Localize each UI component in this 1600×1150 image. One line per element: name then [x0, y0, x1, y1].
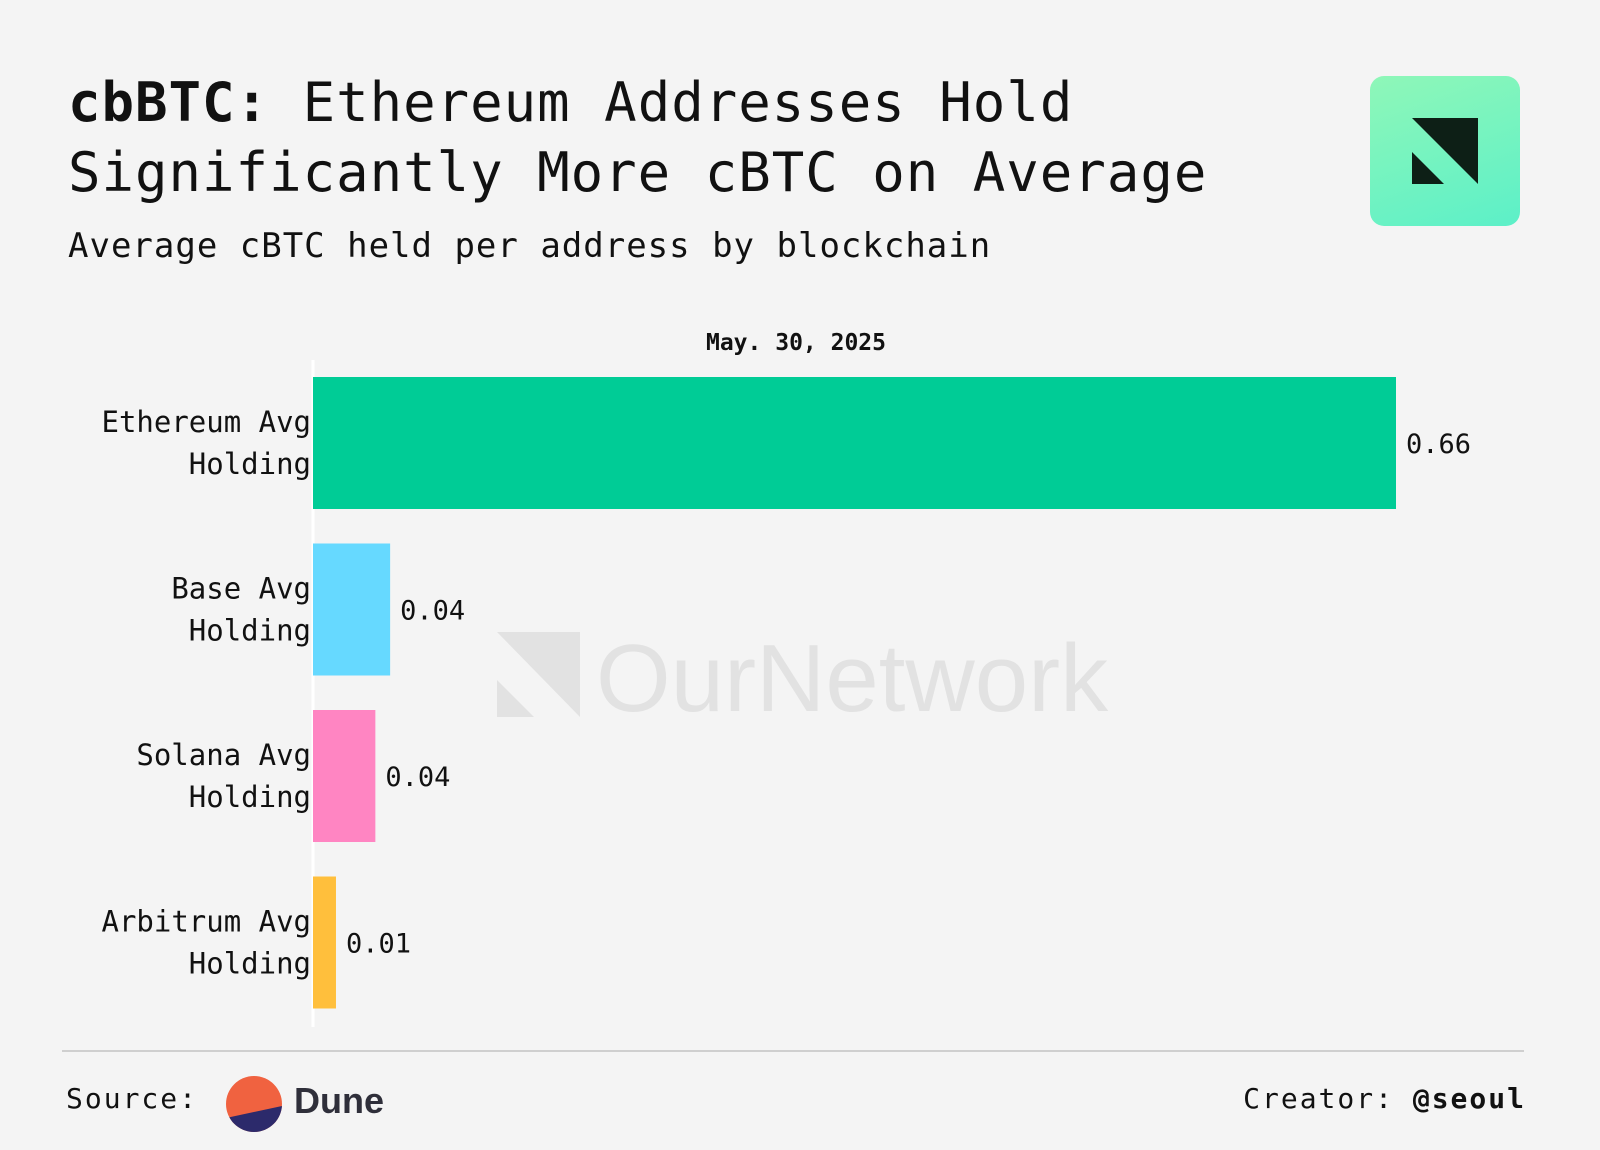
dune-wordmark: Dune — [294, 1080, 384, 1121]
category-label-1-line-0: Base Avg — [171, 572, 311, 606]
category-label-3-line-0: Arbitrum Avg — [101, 905, 311, 939]
footer-divider — [62, 1050, 1524, 1052]
category-label-0-line-0: Ethereum Avg — [101, 405, 311, 439]
chart-title: cbBTC: Ethereum Addresses Hold Significa… — [68, 68, 1328, 208]
category-label-1-line-1: Holding — [189, 614, 311, 648]
bar-0 — [313, 377, 1396, 509]
bar-value-label-0: 0.66 — [1406, 429, 1471, 460]
bar-chart: OurNetwork May. 30, 2025 0.66 Ethereum Av… — [101, 330, 1471, 1027]
watermark-text: OurNetwork — [596, 625, 1109, 732]
chart-date-label: May. 30, 2025 — [706, 330, 886, 356]
ournetwork-logo-icon — [1412, 118, 1478, 184]
dune-logo-icon — [226, 1076, 282, 1132]
chart-title-rest: Ethereum Addresses Hold Significantly Mo… — [68, 71, 1208, 204]
chart-subtitle: Average cBTC held per address by blockch… — [68, 226, 992, 266]
creator-handle: @seoul — [1412, 1082, 1526, 1115]
bar-2 — [313, 710, 376, 842]
bar-1 — [313, 543, 391, 676]
category-label-2-line-1: Holding — [189, 780, 311, 814]
chart-title-bold: cbBTC: — [68, 71, 270, 134]
source-label: Source: — [66, 1082, 199, 1115]
category-label-3-line-1: Holding — [189, 947, 311, 981]
ournetwork-logo — [1370, 76, 1520, 226]
bar-value-label-2: 0.04 — [385, 762, 450, 793]
category-label-2-line-0: Solana Avg — [136, 738, 311, 772]
creator-label: Creator: — [1243, 1082, 1394, 1115]
bar-3 — [313, 876, 336, 1009]
category-label-0-line-1: Holding — [189, 447, 311, 481]
creator-credit: Creator: @seoul — [1243, 1082, 1526, 1115]
bar-value-label-1: 0.04 — [400, 596, 465, 627]
watermark: OurNetwork — [497, 625, 1109, 732]
bar-value-label-3: 0.01 — [346, 929, 411, 960]
